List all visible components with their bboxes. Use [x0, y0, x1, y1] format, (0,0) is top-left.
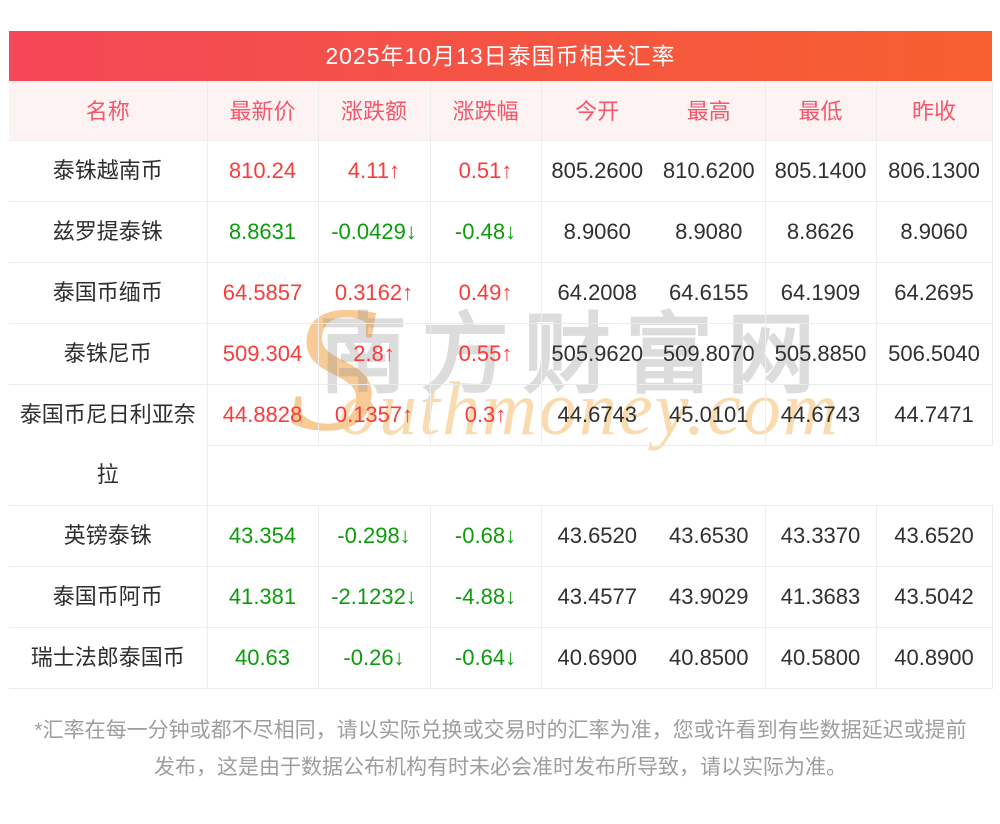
cell-change: 2.8↑	[317, 322, 430, 384]
cell-open: 43.6520	[540, 504, 653, 566]
cell-prev_close: 43.5042	[875, 565, 993, 627]
cell-open: 805.2600	[540, 139, 653, 201]
cell-name: 泰国币尼日利亚奈拉	[9, 383, 207, 505]
cell-latest: 8.8631	[206, 200, 318, 262]
cell-change: -0.0429↓	[317, 200, 430, 262]
table-row: 泰国币尼日利亚奈拉 44.8828 0.1357↑ 0.3↑ 44.6743 45.010…	[9, 383, 993, 505]
cell-prev_close: 44.7471	[875, 383, 993, 445]
cell-change: -2.1232↓	[317, 565, 430, 627]
cell-low: 41.3683	[764, 565, 876, 627]
table-header-row: 名称 最新价 涨跌额 涨跌幅 今开 最高 最低 昨收	[9, 81, 993, 140]
column-header-5: 最高	[653, 81, 765, 140]
table-row: 泰铢越南币 810.24 4.11↑ 0.51↑ 805.2600 810.6200 805…	[9, 139, 993, 201]
cell-name: 泰国币缅币	[9, 261, 207, 323]
table-row: 泰国币阿币 41.381 -2.1232↓ -4.88↓ 43.4577 43.9029 4…	[9, 565, 993, 627]
cell-change: 0.3162↑	[317, 261, 430, 323]
cell-high: 43.9029	[653, 565, 765, 627]
cell-change: 4.11↑	[317, 139, 430, 201]
cell-high: 43.6530	[653, 504, 765, 566]
cell-high: 810.6200	[653, 139, 765, 201]
cell-low: 44.6743	[764, 383, 876, 445]
table-body: 泰铢越南币 810.24 4.11↑ 0.51↑ 805.2600 810.6200 805…	[9, 139, 993, 689]
cell-latest: 41.381	[206, 565, 318, 627]
column-header-1: 最新价	[206, 81, 318, 140]
cell-low: 43.3370	[764, 504, 876, 566]
cell-latest: 810.24	[206, 139, 318, 201]
table-row: 泰国币缅币 64.5857 0.3162↑ 0.49↑ 64.2008 64.6155 64…	[9, 261, 993, 323]
cell-name: 泰国币阿币	[9, 565, 207, 627]
cell-open: 43.4577	[540, 565, 653, 627]
column-header-7: 昨收	[875, 81, 993, 140]
cell-name: 泰铢越南币	[9, 139, 207, 201]
cell-latest: 509.304	[206, 322, 318, 384]
cell-prev_close: 64.2695	[875, 261, 993, 323]
cell-prev_close: 506.5040	[875, 322, 993, 384]
table-row: 瑞士法郎泰国币 40.63 -0.26↓ -0.64↓ 40.6900 40.8500 40…	[9, 626, 993, 689]
table-row: 泰铢尼币 509.304 2.8↑ 0.55↑ 505.9620 509.8070 505.…	[9, 322, 993, 384]
cell-change_pct: -0.64↓	[429, 626, 541, 689]
cell-change_pct: -0.48↓	[429, 200, 541, 262]
column-header-3: 涨跌幅	[429, 81, 541, 140]
cell-latest: 64.5857	[206, 261, 318, 323]
page: 2025年10月13日泰国币相关汇率 S 南方财富网 outhmoney.com…	[9, 31, 993, 786]
cell-change: -0.26↓	[317, 626, 430, 689]
cell-change_pct: 0.49↑	[429, 261, 541, 323]
cell-open: 44.6743	[540, 383, 653, 445]
cell-prev_close: 8.9060	[875, 200, 993, 262]
cell-high: 45.0101	[653, 383, 765, 445]
cell-change_pct: 0.55↑	[429, 322, 541, 384]
column-header-6: 最低	[764, 81, 876, 140]
column-header-0: 名称	[9, 81, 207, 140]
cell-change_pct: -0.68↓	[429, 504, 541, 566]
cell-low: 40.5800	[764, 626, 876, 689]
cell-name: 兹罗提泰铢	[9, 200, 207, 262]
cell-prev_close: 40.8900	[875, 626, 993, 689]
disclaimer-text: *汇率在每一分钟或都不尽相同，请以实际兑换或交易时的汇率为准，您或许看到有些数据…	[34, 718, 967, 779]
cell-change_pct: -4.88↓	[429, 565, 541, 627]
cell-name: 英镑泰铢	[9, 504, 207, 566]
cell-high: 509.8070	[653, 322, 765, 384]
cell-open: 505.9620	[540, 322, 653, 384]
cell-name: 泰铢尼币	[9, 322, 207, 384]
column-header-2: 涨跌额	[317, 81, 430, 140]
cell-high: 40.8500	[653, 626, 765, 689]
cell-change: -0.298↓	[317, 504, 430, 566]
cell-latest: 44.8828	[206, 383, 318, 445]
cell-empty	[206, 444, 992, 505]
cell-change_pct: 0.3↑	[429, 383, 541, 445]
cell-open: 40.6900	[540, 626, 653, 689]
cell-change_pct: 0.51↑	[429, 139, 541, 201]
cell-latest: 43.354	[206, 504, 318, 566]
column-header-4: 今开	[540, 81, 653, 140]
cell-change: 0.1357↑	[317, 383, 430, 445]
table-row: 兹罗提泰铢 8.8631 -0.0429↓ -0.48↓ 8.9060 8.9080 8.8…	[9, 200, 993, 262]
cell-name: 瑞士法郎泰国币	[9, 626, 207, 689]
cell-prev_close: 806.1300	[875, 139, 993, 201]
cell-low: 64.1909	[764, 261, 876, 323]
table-row-spacer	[9, 444, 992, 505]
cell-low: 8.8626	[764, 200, 876, 262]
cell-open: 64.2008	[540, 261, 653, 323]
cell-low: 805.1400	[764, 139, 876, 201]
cell-latest: 40.63	[206, 626, 318, 689]
cell-open: 8.9060	[540, 200, 653, 262]
cell-prev_close: 43.6520	[875, 504, 993, 566]
table-row: 英镑泰铢 43.354 -0.298↓ -0.68↓ 43.6520 43.6530 43.…	[9, 504, 993, 566]
cell-high: 64.6155	[653, 261, 765, 323]
page-title: 2025年10月13日泰国币相关汇率	[9, 31, 992, 81]
cell-high: 8.9080	[653, 200, 765, 262]
exchange-rate-table: 名称 最新价 涨跌额 涨跌幅 今开 最高 最低 昨收 泰铢越南币 810.24 4.11↑ 0.51…	[9, 81, 993, 689]
cell-low: 505.8850	[764, 322, 876, 384]
